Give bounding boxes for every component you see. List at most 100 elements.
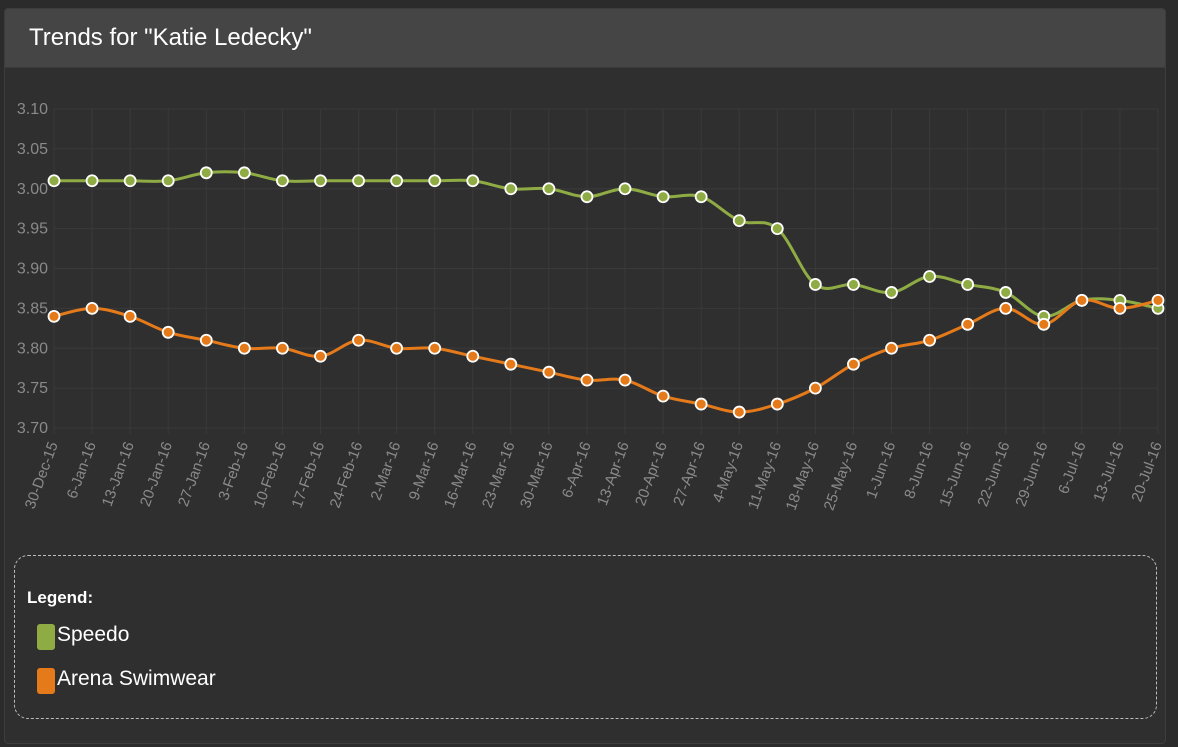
x-tick-label: 6-Jul-16 [1055,440,1090,497]
data-point-arena-swimwear[interactable] [656,389,670,403]
data-point-speedo[interactable] [656,190,670,204]
data-point-arena-swimwear[interactable] [885,341,898,355]
data-point-speedo[interactable] [390,174,404,188]
data-point-speedo[interactable] [276,174,289,188]
data-point-arena-swimwear[interactable] [276,341,289,355]
data-point-speedo[interactable] [885,286,898,299]
trends-panel: Trends for "Katie Ledecky" 3.70 3.75 3.80 3… [4,8,1166,744]
chart-grid [53,108,1159,434]
data-point-arena-swimwear[interactable] [428,341,442,355]
data-point-speedo[interactable] [237,166,251,180]
data-point-speedo[interactable] [85,174,99,188]
panel-title: Trends for "Katie Ledecky" [29,24,312,51]
data-point-speedo[interactable] [808,278,822,291]
x-tick-label: 18-May-16 [783,440,823,513]
x-tick-label: 6-Jan-16 [64,440,100,501]
y-tick-label: 3.80 [17,340,48,357]
x-tick-label: 16-Mar-16 [441,440,481,511]
data-point-arena-swimwear[interactable] [808,381,822,395]
data-point-speedo[interactable] [504,182,518,196]
legend-label: Arena Swimwear [57,667,216,690]
y-tick-label: 3.95 [17,221,48,238]
x-tick-label: 13-Jul-16 [1090,440,1127,505]
data-point-arena-swimwear[interactable] [847,357,860,371]
y-tick-label: 3.05 [17,141,48,158]
data-point-arena-swimwear[interactable] [694,397,708,411]
data-point-speedo[interactable] [199,166,213,180]
panel-header: Trends for "Katie Ledecky" [5,9,1165,68]
data-point-arena-swimwear[interactable] [1075,293,1089,307]
data-point-speedo[interactable] [694,190,708,204]
x-tick-label: 30-Mar-16 [517,440,557,511]
data-point-arena-swimwear[interactable] [123,309,137,323]
data-point-arena-swimwear[interactable] [1037,317,1051,331]
data-point-speedo[interactable] [314,174,327,188]
series-line-speedo [54,170,1159,318]
data-point-speedo[interactable] [923,270,936,283]
legend: Legend: Speedo Arena Swimwear [14,555,1157,719]
x-tick-label: 29-Jun-16 [1012,440,1051,509]
x-tick-label: 27-Apr-16 [670,440,709,508]
x-tick-label: 17-Feb-16 [289,440,329,511]
data-point-arena-swimwear[interactable] [390,341,404,355]
data-point-speedo[interactable] [123,174,137,188]
data-point-speedo[interactable] [961,278,975,291]
legend-label: Speedo [57,623,130,646]
data-point-speedo[interactable] [466,174,480,188]
data-point-arena-swimwear[interactable] [1113,301,1127,315]
data-point-speedo[interactable] [161,174,175,188]
x-tick-label: 24-Feb-16 [327,440,367,511]
data-point-speedo[interactable] [47,174,61,188]
x-tick-label: 11-May-16 [745,440,785,512]
data-point-speedo[interactable] [428,174,442,188]
data-point-arena-swimwear[interactable] [732,405,746,419]
data-point-arena-swimwear[interactable] [314,349,327,363]
data-point-speedo[interactable] [847,278,860,291]
y-tick-label: 3.10 [17,101,48,118]
x-tick-label: 9-Mar-16 [406,440,443,503]
data-point-speedo[interactable] [999,286,1013,299]
data-point-arena-swimwear[interactable] [542,365,556,379]
x-tick-label: 13-Jan-16 [99,440,138,509]
x-tick-label: 10-Feb-16 [251,440,291,511]
data-point-arena-swimwear[interactable] [47,309,61,323]
data-point-arena-swimwear[interactable] [580,373,594,387]
x-tick-label: 2-Mar-16 [368,440,405,503]
data-point-arena-swimwear[interactable] [923,333,936,347]
x-tick-label: 25-May-16 [821,440,861,513]
data-point-arena-swimwear[interactable] [161,325,175,339]
data-point-arena-swimwear[interactable] [237,341,251,355]
y-tick-label: 3.00 [17,181,48,198]
x-tick-label: 20-Jan-16 [137,440,176,509]
x-tick-label: 8-Jun-16 [901,440,937,501]
data-point-arena-swimwear[interactable] [199,333,213,347]
data-point-arena-swimwear[interactable] [85,301,99,315]
trend-line-chart: 3.70 3.75 3.80 3.85 3.90 3.95 3.00 3.05 3.10 30-… [17,101,1165,513]
x-tick-label: 15-Jun-16 [936,440,975,509]
data-point-arena-swimwear[interactable] [504,357,518,371]
data-point-arena-swimwear[interactable] [961,317,975,331]
data-point-arena-swimwear[interactable] [770,397,784,411]
series-line-arena-swimwear [53,298,1159,414]
data-point-speedo[interactable] [542,182,556,196]
data-point-arena-swimwear[interactable] [618,373,632,387]
x-axis-ticks: 30-Dec-15 6-Jan-1613-Jan-1620-Jan-1627-Ja… [22,440,1165,513]
data-point-arena-swimwear[interactable] [999,301,1013,315]
x-tick-label: 1-Jun-16 [863,440,899,501]
y-tick-label: 3.75 [17,380,48,397]
data-point-speedo[interactable] [732,214,746,228]
y-tick-label: 3.90 [17,261,48,278]
x-tick-label: 27-Jan-16 [175,440,214,509]
data-point-speedo[interactable] [352,174,365,188]
legend-swatch-arena-swimwear [37,668,55,694]
x-tick-label: 23-Mar-16 [479,440,519,511]
data-point-arena-swimwear[interactable] [466,349,480,363]
y-tick-label: 3.70 [17,420,48,437]
y-axis-ticks: 3.70 3.75 3.80 3.85 3.90 3.95 3.00 3.05 3.10 [17,101,48,437]
data-point-speedo[interactable] [580,190,594,204]
data-point-arena-swimwear[interactable] [352,333,365,347]
data-point-speedo[interactable] [618,182,632,196]
data-point-arena-swimwear[interactable] [1151,293,1165,307]
legend-title: Legend: [27,588,94,607]
data-point-speedo[interactable] [770,222,784,236]
